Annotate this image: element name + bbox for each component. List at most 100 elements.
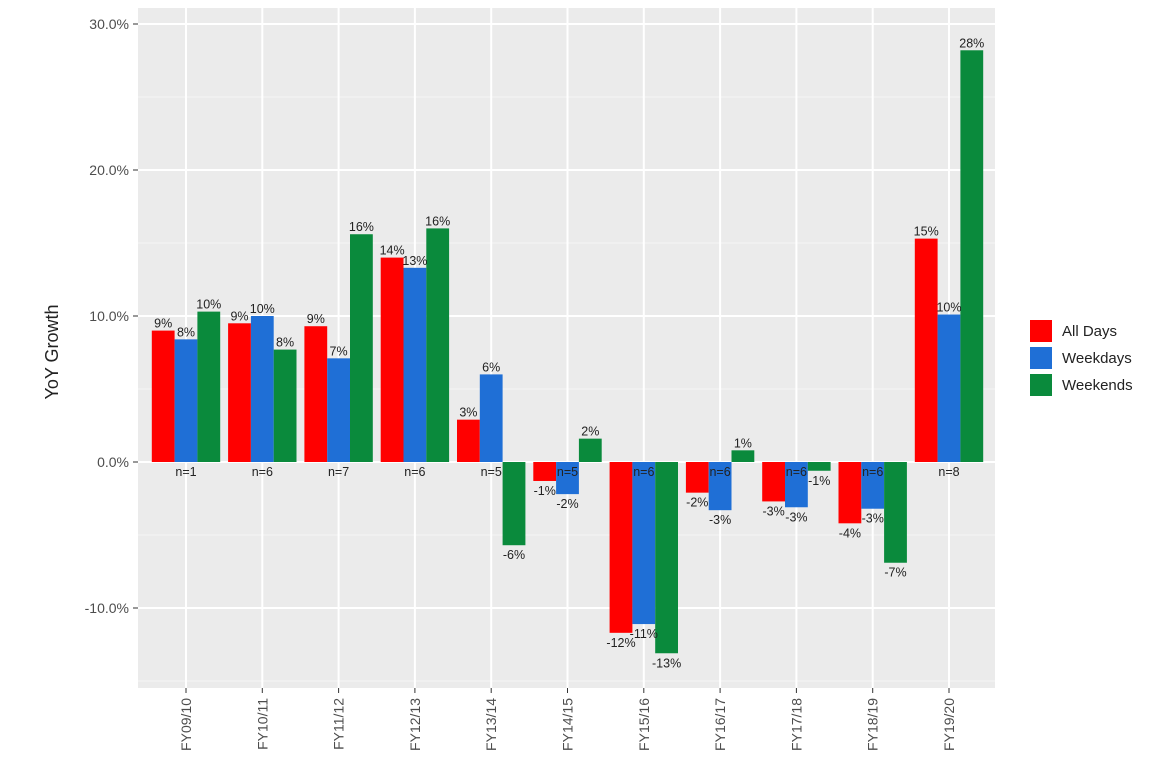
n-count-label: n=6 [709,465,730,479]
bar-value-label: -3% [862,512,884,526]
legend: All Days Weekdays Weekends [1030,320,1133,396]
bar-value-label: 3% [459,406,477,420]
legend-swatch [1030,347,1052,369]
bar-value-label: 16% [349,220,374,234]
n-count-label: n=1 [175,465,196,479]
bar-value-label: -13% [652,656,681,670]
n-count-label: n=7 [328,465,349,479]
bar-value-label: -3% [762,504,784,518]
n-count-label: n=6 [862,465,883,479]
y-tick-label: 10.0% [89,308,129,324]
legend-label: All Days [1062,323,1117,340]
bar-value-label: -2% [686,496,708,510]
bar-value-label: 6% [482,360,500,374]
bar-value-label: 14% [380,244,405,258]
bar-all-days [609,462,633,633]
legend-swatch [1030,374,1052,396]
bar-all-days [762,462,785,502]
bar-all-days [457,419,480,462]
bar-value-label: 9% [154,317,172,331]
bar-weekends [884,462,907,563]
y-axis-label: YoY Growth [42,304,62,399]
bar-value-label: 16% [425,214,450,228]
bar-weekdays [250,316,274,462]
bar-value-label: -3% [785,510,807,524]
bar-all-days [838,462,862,524]
n-count-label: n=6 [786,465,807,479]
bar-all-days [304,326,328,462]
y-tick-label: 20.0% [89,162,129,178]
x-tick-label: FY16/17 [712,698,728,751]
bar-weekdays [937,314,961,462]
bar-weekends [807,462,831,471]
legend-label: Weekends [1062,377,1133,394]
bar-value-label: 10% [196,298,221,312]
x-tick-label: FY09/10 [178,698,194,751]
bar-value-label: 8% [177,325,195,339]
bar-weekdays [785,462,808,508]
bar-value-label: 10% [936,301,961,315]
x-tick-label: FY17/18 [788,698,804,751]
bar-weekends [578,438,602,462]
bar-weekends [273,349,297,462]
bar-value-label: -2% [556,497,578,511]
bar-value-label: 9% [230,309,248,323]
bar-value-label: -7% [884,566,906,580]
bar-value-label: -1% [808,474,830,488]
bar-weekends [960,50,984,462]
bar-all-days [380,257,404,462]
x-axis: FY09/10 FY10/11 FY11/12 FY12/13 FY13/14 FY14/… [178,688,957,751]
bar-weekdays [327,358,350,462]
bar-all-days [228,323,251,462]
bar-value-label: 10% [250,302,275,316]
bar-weekends [655,462,678,654]
bar-all-days [914,238,938,462]
n-count-label: n=5 [557,465,578,479]
bar-all-days [151,330,175,462]
bar-value-label: 13% [402,254,427,268]
bar-value-label: 7% [330,344,348,358]
bar-value-label: -6% [503,548,525,562]
bar-value-label: 15% [914,225,939,239]
x-tick-label: FY19/20 [941,698,957,751]
bar-value-label: -12% [606,636,635,650]
n-count-label: n=6 [633,465,654,479]
bar-weekdays [861,462,885,509]
y-tick-label: 30.0% [89,16,129,32]
bar-weekdays [403,267,427,462]
n-count-label: n=6 [252,465,273,479]
y-tick-label: -10.0% [85,600,129,616]
bar-value-label: 9% [307,312,325,326]
x-tick-label: FY11/12 [331,698,347,750]
bar-value-label: 8% [276,336,294,350]
n-count-label: n=5 [481,465,502,479]
bar-value-label: -4% [839,526,861,540]
bar-weekdays [632,462,656,625]
legend-swatch [1030,320,1052,342]
x-tick-label: FY13/14 [483,698,499,751]
x-tick-label: FY12/13 [407,698,423,751]
bar-weekdays [708,462,732,511]
bar-weekends [426,228,450,462]
bar-value-label: 1% [734,436,752,450]
bar-weekends [731,450,755,462]
legend-label: Weekdays [1062,350,1132,367]
bar-weekends [197,311,221,462]
x-tick-label: FY15/16 [636,698,652,751]
x-tick-label: FY18/19 [865,698,881,751]
bar-all-days [533,462,557,481]
y-tick-label: 0.0% [97,454,129,470]
bar-value-label: -3% [709,513,731,527]
bar-value-label: 28% [959,36,984,50]
bar-weekdays [556,462,579,495]
bar-value-label: 2% [581,425,599,439]
y-axis: -10.0% 0.0% 10.0% 20.0% 30.0% [85,16,138,616]
x-tick-label: FY10/11 [254,698,270,750]
value-labels: 9%9% 9%14%3%-1%-12%-2%-3%-4%15%8%10%7%13%… [154,36,984,670]
bar-weekends [350,234,373,462]
bar-value-label: -1% [534,484,556,498]
x-tick-label: FY14/15 [560,698,576,751]
n-count-label: n=6 [404,465,425,479]
bars [151,50,984,654]
